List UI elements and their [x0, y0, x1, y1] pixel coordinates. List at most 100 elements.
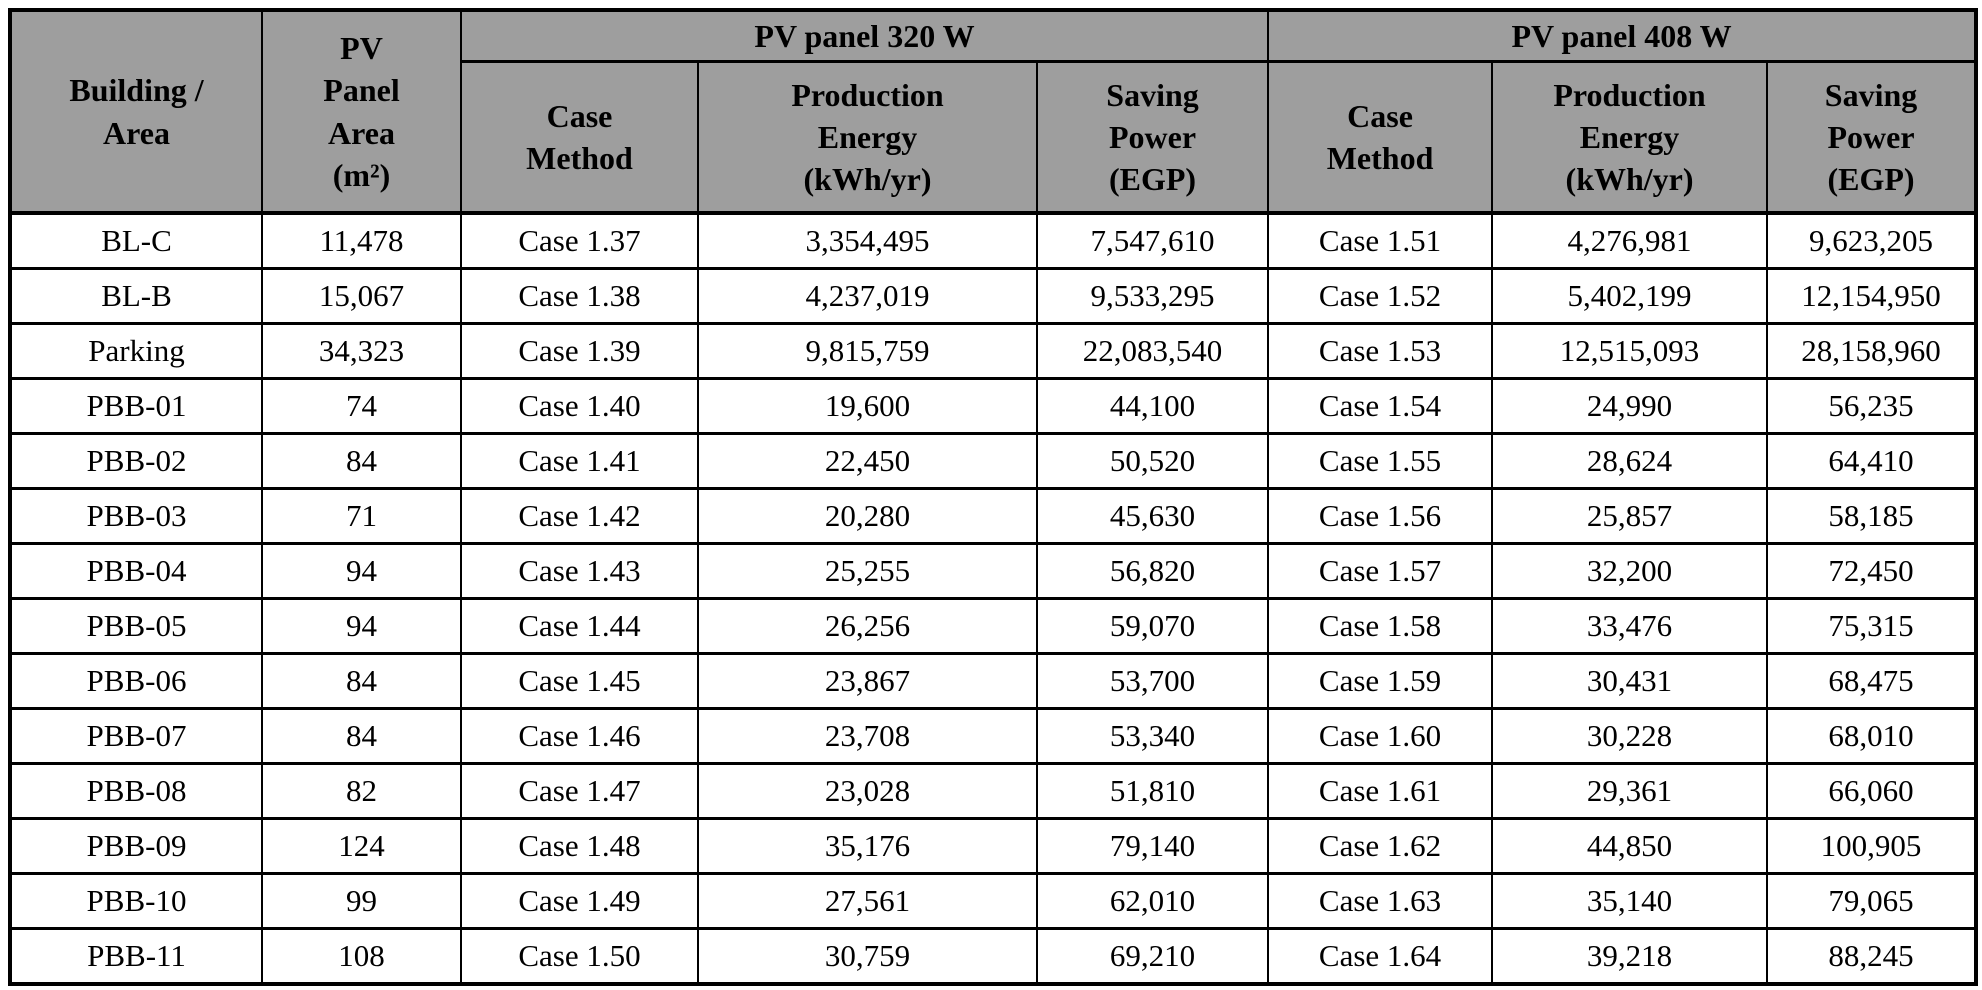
saving-power-320-cell: 62,010 — [1035, 872, 1270, 930]
panel-area-cell: 84 — [261, 432, 462, 490]
building-cell: PBB-07 — [9, 707, 263, 765]
building-cell: PBB-09 — [9, 817, 263, 875]
case-method-320-cell: Case 1.46 — [460, 707, 699, 765]
case-method-320-cell: Case 1.43 — [460, 542, 699, 600]
panel-area-cell: 34,323 — [261, 322, 462, 380]
table-row: PBB-10 99 Case 1.49 27,561 62,010 Case 1.63 35… — [9, 872, 1978, 930]
building-cell: PBB-02 — [9, 432, 263, 490]
production-energy-408-cell: 5,402,199 — [1491, 267, 1769, 325]
saving-power-408-cell: 9,623,205 — [1766, 211, 1978, 270]
saving-power-408-cell: 79,065 — [1766, 872, 1978, 930]
table-row: PBB-06 84 Case 1.45 23,867 53,700 Case 1.59 30… — [9, 652, 1978, 710]
production-energy-320-cell: 20,280 — [697, 487, 1038, 545]
production-energy-408-cell: 28,624 — [1491, 432, 1769, 490]
saving-power-408-cell: 75,315 — [1766, 597, 1978, 655]
table-row: PBB-09 124 Case 1.48 35,176 79,140 Case 1.62 4… — [9, 817, 1978, 875]
case-method-408-cell: Case 1.61 — [1267, 762, 1494, 820]
table-row: PBB-11 108 Case 1.50 30,759 69,210 Case 1.64 3… — [9, 927, 1978, 986]
case-method-320-cell: Case 1.44 — [460, 597, 699, 655]
saving-power-320-cell: 45,630 — [1035, 487, 1270, 545]
building-cell: PBB-01 — [9, 377, 263, 435]
table-row: PBB-03 71 Case 1.42 20,280 45,630 Case 1.56 25… — [9, 487, 1978, 545]
production-energy-320-cell: 26,256 — [697, 597, 1038, 655]
production-energy-320-cell: 23,867 — [697, 652, 1038, 710]
saving-power-408-cell: 58,185 — [1766, 487, 1978, 545]
production-energy-320-cell: 22,450 — [697, 432, 1038, 490]
saving-power-408-cell: 88,245 — [1766, 927, 1978, 986]
case-method-408-cell: Case 1.59 — [1267, 652, 1494, 710]
saving-power-320-cell: 53,340 — [1035, 707, 1270, 765]
case-method-408-cell: Case 1.62 — [1267, 817, 1494, 875]
saving-power-320-cell: 9,533,295 — [1035, 267, 1270, 325]
table-row: PBB-01 74 Case 1.40 19,600 44,100 Case 1.54 24… — [9, 377, 1978, 435]
building-cell: PBB-06 — [9, 652, 263, 710]
header-sub-row: Case Method Production Energy (kWh/yr) S… — [10, 60, 1978, 215]
production-energy-320-cell: 35,176 — [697, 817, 1038, 875]
panel-area-cell: 71 — [261, 487, 462, 545]
saving-power-408-cell: 56,235 — [1766, 377, 1978, 435]
building-cell: PBB-04 — [9, 542, 263, 600]
case-method-320-cell: Case 1.50 — [460, 927, 699, 986]
case-method-408-cell: Case 1.63 — [1267, 872, 1494, 930]
case-method-320-cell: Case 1.45 — [460, 652, 699, 710]
saving-power-408-cell: 12,154,950 — [1766, 267, 1978, 325]
production-energy-320-cell: 25,255 — [697, 542, 1038, 600]
building-cell: BL-C — [9, 211, 263, 270]
production-energy-408-cell: 4,276,981 — [1491, 211, 1769, 270]
saving-power-320-cell: 51,810 — [1035, 762, 1270, 820]
production-energy-408-cell: 32,200 — [1491, 542, 1769, 600]
case-method-320-cell: Case 1.37 — [460, 211, 699, 270]
panel-area-cell: 108 — [261, 927, 462, 986]
header-case-method-408: Case Method — [1267, 60, 1494, 215]
case-method-408-cell: Case 1.56 — [1267, 487, 1494, 545]
header-group-408w: PV panel 408 W — [1267, 8, 1978, 63]
building-cell: BL-B — [9, 267, 263, 325]
saving-power-408-cell: 28,158,960 — [1766, 322, 1978, 380]
table-row: BL-B 15,067 Case 1.38 4,237,019 9,533,295 Cas… — [9, 267, 1978, 325]
production-energy-408-cell: 30,431 — [1491, 652, 1769, 710]
table-row: PBB-04 94 Case 1.43 25,255 56,820 Case 1.57 32… — [9, 542, 1978, 600]
saving-power-408-cell: 66,060 — [1766, 762, 1978, 820]
saving-power-320-cell: 79,140 — [1035, 817, 1270, 875]
production-energy-408-cell: 44,850 — [1491, 817, 1769, 875]
table-row: BL-C 11,478 Case 1.37 3,354,495 7,547,610 Cas… — [9, 211, 1978, 270]
table-row: PBB-07 84 Case 1.46 23,708 53,340 Case 1.60 30… — [9, 707, 1978, 765]
case-method-320-cell: Case 1.49 — [460, 872, 699, 930]
case-method-408-cell: Case 1.64 — [1267, 927, 1494, 986]
production-energy-320-cell: 30,759 — [697, 927, 1038, 986]
building-cell: PBB-10 — [9, 872, 263, 930]
case-method-408-cell: Case 1.58 — [1267, 597, 1494, 655]
production-energy-320-cell: 3,354,495 — [697, 211, 1038, 270]
case-method-320-cell: Case 1.41 — [460, 432, 699, 490]
production-energy-408-cell: 39,218 — [1491, 927, 1769, 986]
pv-comparison-table: Building / Area PV Panel Area (m²) PV pa… — [8, 8, 1979, 986]
production-energy-408-cell: 35,140 — [1491, 872, 1769, 930]
table-row: PBB-08 82 Case 1.47 23,028 51,810 Case 1.61 29… — [9, 762, 1978, 820]
saving-power-320-cell: 22,083,540 — [1035, 322, 1270, 380]
panel-area-cell: 94 — [261, 542, 462, 600]
saving-power-320-cell: 59,070 — [1035, 597, 1270, 655]
production-energy-408-cell: 30,228 — [1491, 707, 1769, 765]
panel-area-cell: 11,478 — [261, 211, 462, 270]
header-group-320w: PV panel 320 W — [459, 8, 1270, 63]
case-method-320-cell: Case 1.48 — [460, 817, 699, 875]
case-method-408-cell: Case 1.52 — [1267, 267, 1494, 325]
table-body: BL-C 11,478 Case 1.37 3,354,495 7,547,610 Cas… — [9, 211, 1978, 986]
panel-area-cell: 84 — [261, 652, 462, 710]
saving-power-320-cell: 56,820 — [1035, 542, 1270, 600]
panel-area-cell: 74 — [261, 377, 462, 435]
case-method-408-cell: Case 1.57 — [1267, 542, 1494, 600]
saving-power-408-cell: 68,475 — [1766, 652, 1978, 710]
panel-area-cell: 15,067 — [261, 267, 462, 325]
header-production-energy-408: Production Energy (kWh/yr) — [1491, 60, 1769, 215]
table-row: PBB-02 84 Case 1.41 22,450 50,520 Case 1.55 28… — [9, 432, 1978, 490]
building-cell: PBB-11 — [9, 927, 263, 986]
saving-power-408-cell: 100,905 — [1766, 817, 1978, 875]
production-energy-320-cell: 23,708 — [697, 707, 1038, 765]
building-cell: PBB-03 — [9, 487, 263, 545]
production-energy-320-cell: 19,600 — [697, 377, 1038, 435]
production-energy-408-cell: 24,990 — [1491, 377, 1769, 435]
panel-area-cell: 84 — [261, 707, 462, 765]
production-energy-408-cell: 12,515,093 — [1491, 322, 1769, 380]
